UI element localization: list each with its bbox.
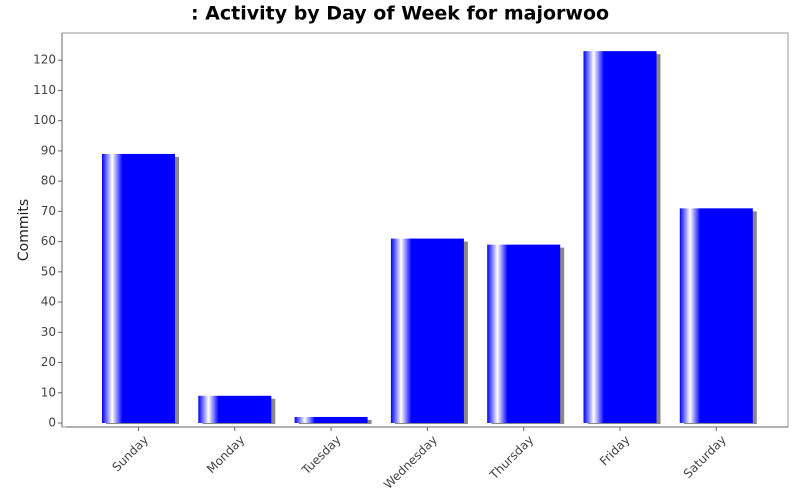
y-tick-label: 0 <box>48 416 56 430</box>
y-tick-label: 110 <box>33 83 56 97</box>
y-tick-label: 50 <box>41 264 56 278</box>
x-tick-label: Thursday <box>486 433 536 483</box>
x-tick-label: Monday <box>204 433 247 476</box>
bar <box>583 51 657 424</box>
x-tick-label: Friday <box>597 433 633 469</box>
bar <box>390 238 464 423</box>
y-tick-label: 40 <box>41 295 56 309</box>
y-tick-label: 30 <box>41 325 56 339</box>
y-tick-label: 20 <box>41 355 56 369</box>
y-tick-label: 80 <box>41 174 56 188</box>
y-tick-label: 60 <box>41 234 56 248</box>
x-tick-label: Sunday <box>109 433 151 475</box>
chart-title: : Activity by Day of Week for majorwoo <box>191 3 609 25</box>
bar <box>102 153 175 423</box>
bar <box>679 208 753 423</box>
x-tick-label: Wednesday <box>381 433 440 492</box>
y-tick-label: 90 <box>41 143 56 157</box>
y-tick-label: 120 <box>33 53 56 67</box>
bar <box>294 416 368 423</box>
x-tick-label: Tuesday <box>299 433 344 478</box>
bar <box>198 395 272 423</box>
bar <box>487 244 561 423</box>
y-tick-label: 100 <box>33 113 56 127</box>
y-tick-label: 10 <box>41 385 56 399</box>
y-tick-label: 70 <box>41 204 56 218</box>
x-tick-label: Saturday <box>681 433 729 481</box>
y-axis-title: Commits <box>16 199 32 261</box>
